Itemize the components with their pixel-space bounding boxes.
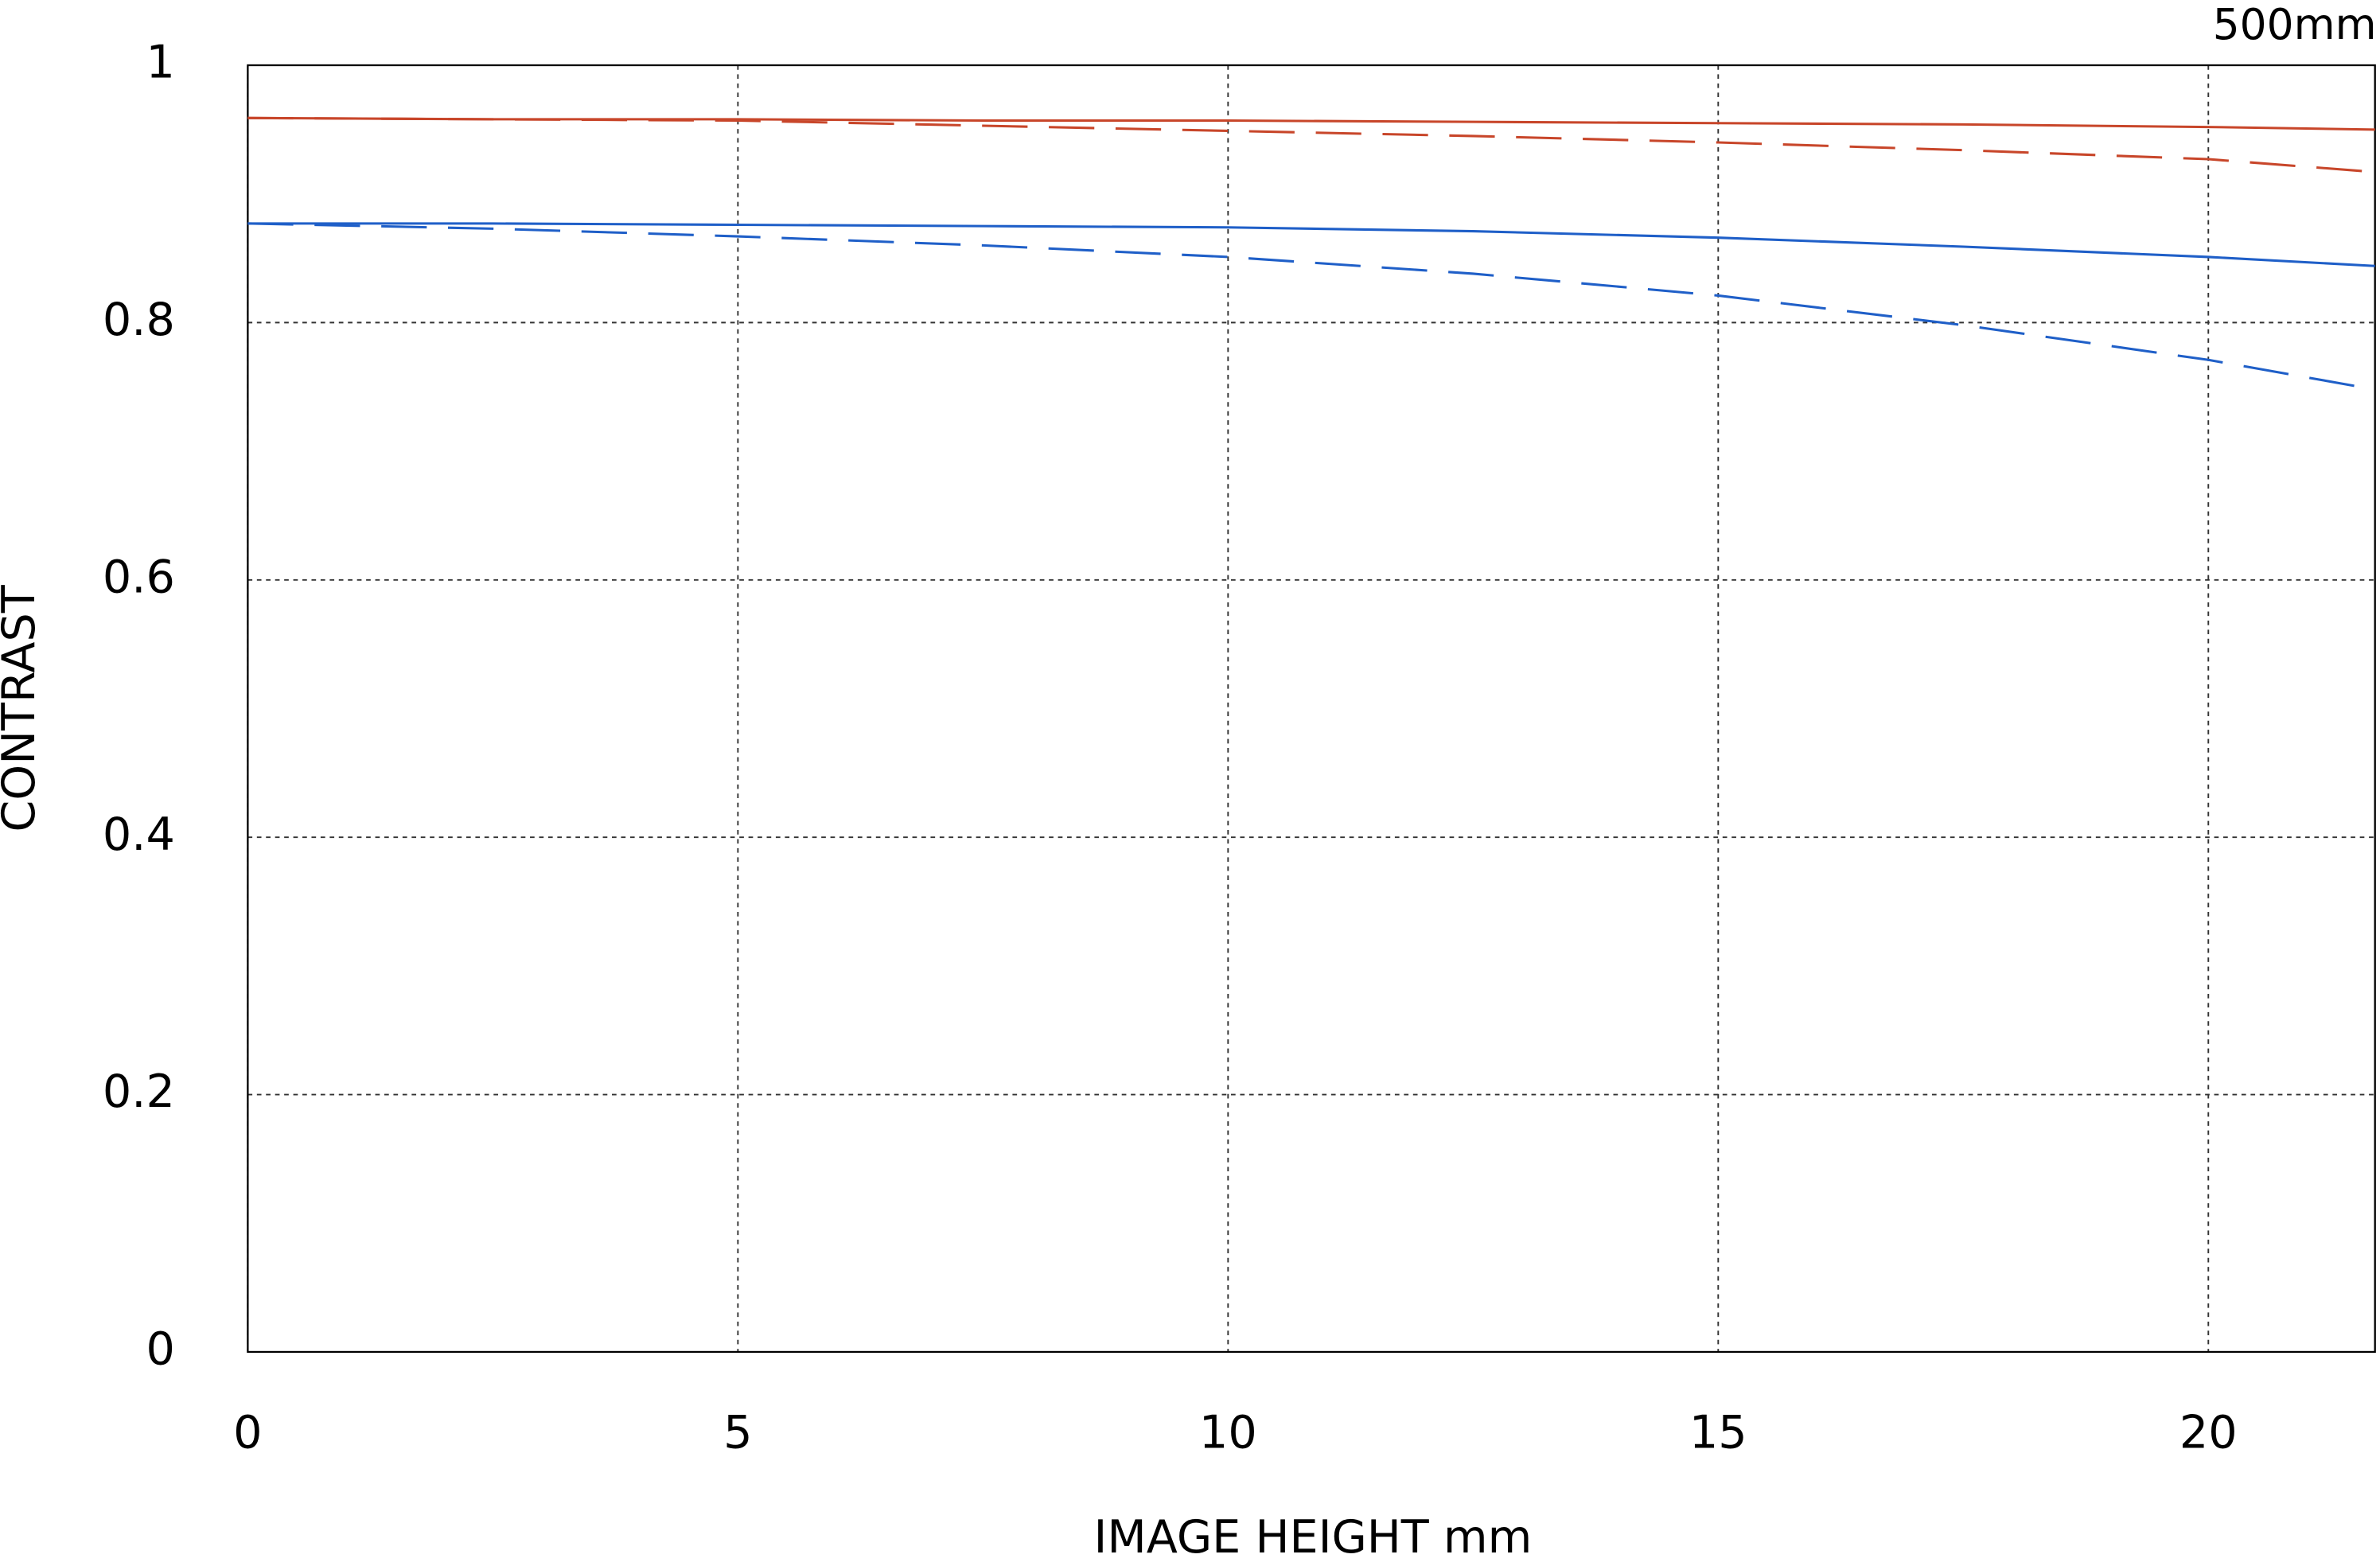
line-series — [247, 116, 2375, 131]
y-tick-label: 1 — [146, 37, 174, 89]
x-axis-label: IMAGE HEIGHT mm — [1094, 1511, 1533, 1563]
y-axis-label: CONTRAST — [0, 584, 45, 832]
y-tick-label: 0.2 — [103, 1065, 175, 1118]
line-series — [247, 222, 2375, 391]
x-tick-label: 10 — [1199, 1406, 1257, 1459]
line-series — [247, 222, 2375, 267]
x-tick-label: 0 — [233, 1406, 262, 1459]
plot-frame — [247, 64, 2376, 1354]
y-tick-label: 0.8 — [103, 294, 175, 346]
y-tick-label: 0.4 — [103, 808, 175, 861]
x-tick-label: 5 — [723, 1406, 752, 1459]
x-tick-label: 15 — [1689, 1406, 1747, 1459]
x-tick-label: 20 — [2179, 1406, 2238, 1459]
y-tick-label: 0.6 — [103, 551, 175, 603]
chart-title: 500mm — [2213, 0, 2377, 49]
line-series — [247, 116, 2375, 173]
y-tick-label: 0 — [146, 1323, 174, 1376]
